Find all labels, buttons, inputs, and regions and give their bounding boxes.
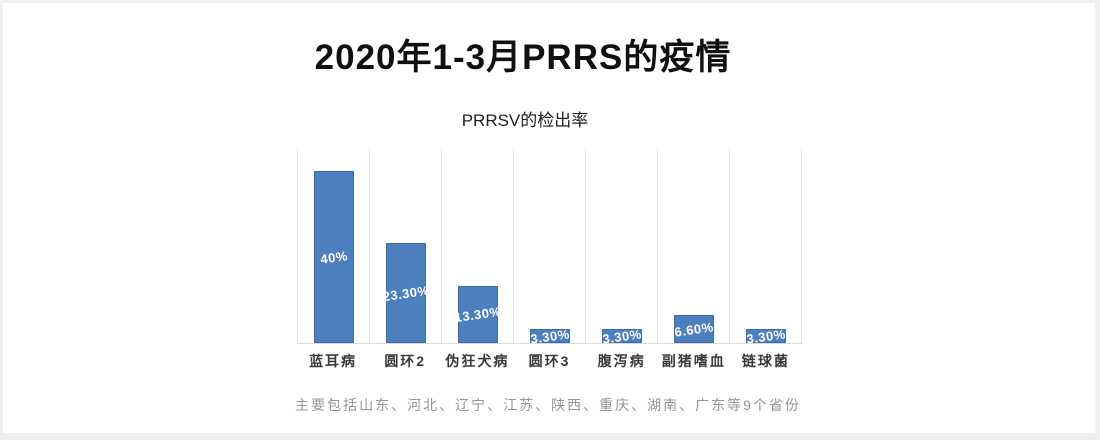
bar-value-label: 3.30% — [528, 325, 571, 347]
chart-bar: 3.30% — [744, 325, 787, 347]
plot-column: 23.30% — [369, 149, 441, 343]
category-label: 圆环2 — [384, 353, 427, 369]
footnote: 主要包括山东、河北、辽宁、江苏、陕西、重庆、湖南、广东等9个省份 — [295, 397, 801, 413]
chart-bar: 3.30% — [528, 325, 571, 347]
chart-bar: 23.30% — [381, 242, 430, 343]
bar-value-label: 23.30% — [381, 282, 430, 304]
category-axis: 蓝耳病 圆环2 伪狂犬病 圆环3 腹泻病 副猪嗜血 链球菌 — [297, 351, 802, 371]
chart-bar: 40% — [313, 170, 354, 343]
plot-area: 40% 23.30% 13.30% 3.30% 3.30% 6.60% 3.30% — [297, 149, 802, 347]
plot-column: 3.30% — [513, 149, 585, 347]
plot-column: 13.30% — [441, 149, 513, 343]
chart-bar: 6.60% — [672, 314, 715, 343]
bar-value-label: 13.30% — [453, 303, 502, 326]
category-label: 链球菌 — [741, 353, 790, 369]
plot-column: 3.30% — [585, 149, 657, 347]
chart-bar: 13.30% — [453, 285, 502, 343]
plot-column: 6.60% — [657, 149, 729, 343]
x-axis-line — [297, 343, 802, 344]
category-label: 副猪嗜血 — [661, 353, 726, 369]
plot-column: 3.30% — [729, 149, 802, 347]
bar-value-label: 40% — [318, 247, 349, 267]
category-label: 腹泻病 — [597, 353, 646, 369]
bar-value-label: 3.30% — [600, 325, 643, 347]
plot-column: 40% — [297, 149, 369, 343]
chart-title: PRRSV的检出率 — [461, 111, 589, 130]
chart-bar: 3.30% — [600, 325, 643, 347]
page-title: 2020年1-3月PRRS的疫情 — [314, 38, 732, 77]
bar-value-label: 6.60% — [672, 318, 715, 339]
category-label: 伪狂犬病 — [445, 353, 510, 369]
bar-value-label: 3.30% — [744, 325, 787, 347]
category-label: 蓝耳病 — [309, 353, 358, 369]
category-label: 圆环3 — [528, 353, 571, 369]
